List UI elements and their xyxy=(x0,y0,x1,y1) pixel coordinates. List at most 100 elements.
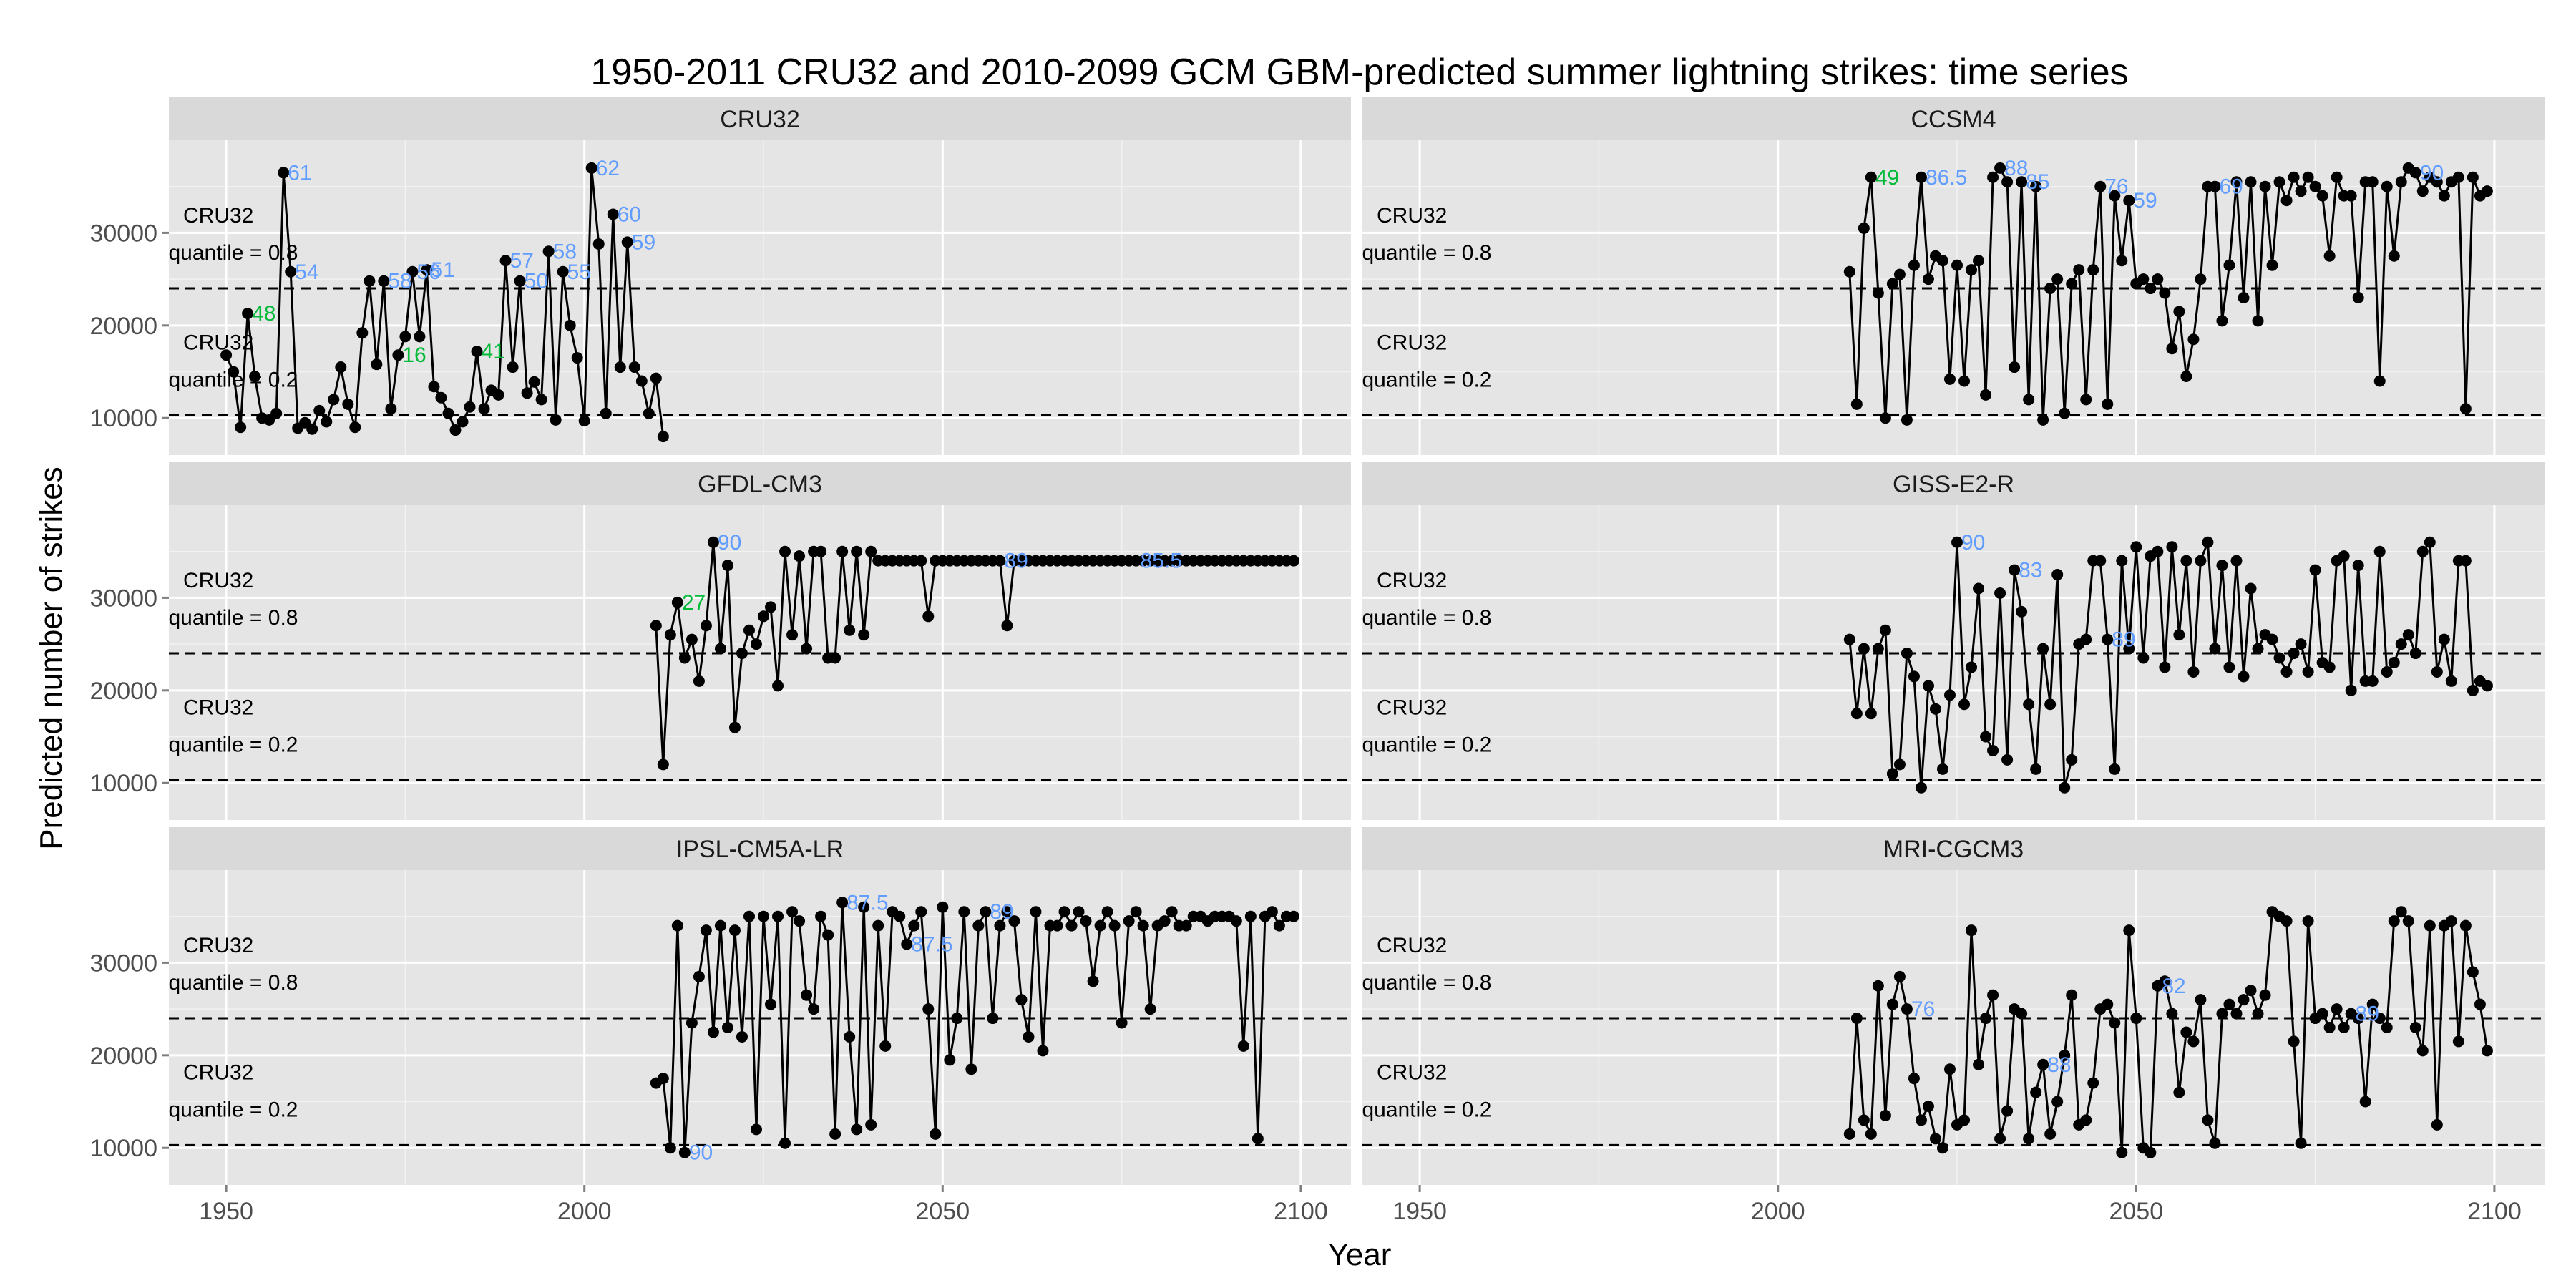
data-point xyxy=(1180,919,1192,932)
data-point-label: 51 xyxy=(431,258,454,282)
data-point xyxy=(1237,1040,1249,1052)
data-point xyxy=(514,275,526,287)
data-point xyxy=(385,403,397,415)
data-point xyxy=(1987,744,1999,756)
data-point-label: 16 xyxy=(402,343,426,367)
data-point xyxy=(592,238,605,250)
data-point xyxy=(1922,273,1934,286)
data-point xyxy=(2266,259,2278,271)
data-point xyxy=(2094,555,2107,567)
data-point xyxy=(2302,665,2314,678)
data-point xyxy=(1080,915,1092,927)
data-point xyxy=(693,675,705,687)
data-point xyxy=(686,633,698,645)
facet-strip xyxy=(1362,462,2545,505)
data-point xyxy=(1922,680,1934,692)
facet-panel: MRI-CGCM3 CRU32 quantile = 0.8 CRU32 quantil… xyxy=(1362,827,2545,1225)
data-point xyxy=(1065,919,1078,932)
data-point xyxy=(2295,638,2307,650)
data-point xyxy=(435,391,447,404)
data-point xyxy=(542,245,555,258)
data-point xyxy=(650,372,662,384)
data-point xyxy=(2195,273,2207,286)
data-point xyxy=(1936,255,1948,267)
data-point xyxy=(1908,259,1920,271)
data-point xyxy=(2187,665,2200,678)
reference-line-label: CRU32 xyxy=(183,1060,253,1084)
data-point xyxy=(1908,1073,1920,1085)
data-point xyxy=(901,938,913,950)
x-tick-label: 2100 xyxy=(1274,1198,1328,1225)
data-point xyxy=(1886,998,1898,1010)
facet-strip xyxy=(1362,97,2545,140)
data-point xyxy=(2395,176,2407,188)
data-point xyxy=(2373,375,2386,387)
data-point xyxy=(2230,1008,2243,1020)
data-point xyxy=(2388,657,2400,668)
data-point xyxy=(2102,998,2114,1010)
data-point xyxy=(2223,998,2235,1010)
data-point xyxy=(1872,980,1884,992)
facet-strip-label: CRU32 xyxy=(720,106,799,133)
data-point xyxy=(1980,1013,1992,1025)
facet-panel: GFDL-CM3 CRU32 quantile = 0.8 CRU32 quantile… xyxy=(89,462,1351,820)
data-point xyxy=(707,1026,719,1038)
data-point xyxy=(750,1123,762,1136)
data-point xyxy=(664,629,676,641)
data-point xyxy=(1850,398,1863,410)
data-point xyxy=(2051,1096,2064,1108)
data-point xyxy=(743,910,755,922)
facet-panel: GISS-E2-R CRU32 quantile = 0.8 CRU32 quantil… xyxy=(1362,462,2545,820)
data-point xyxy=(535,394,547,406)
data-point xyxy=(2338,550,2350,562)
data-point xyxy=(2273,176,2285,188)
data-point xyxy=(492,389,504,401)
data-point xyxy=(2445,675,2457,687)
data-point-label: 60 xyxy=(618,203,641,227)
data-point xyxy=(2123,195,2135,207)
data-point xyxy=(349,421,361,434)
data-point xyxy=(1943,373,1956,385)
facet-strip xyxy=(169,462,1351,505)
reference-line-quantile-label: quantile = 0.8 xyxy=(1362,606,1492,630)
data-point xyxy=(2173,1086,2185,1098)
plot-background xyxy=(1362,870,2545,1185)
data-point xyxy=(2030,763,2042,775)
data-point xyxy=(2323,250,2336,262)
data-point xyxy=(822,929,834,941)
data-point xyxy=(1879,1109,1891,1121)
data-point xyxy=(2001,176,2014,188)
reference-line-quantile-label: quantile = 0.2 xyxy=(169,733,298,756)
clipped-layer: CRU32 quantile = 0.8 CRU32 quantile = 0.2 49… xyxy=(1362,157,2545,426)
data-point xyxy=(2009,361,2021,374)
data-point xyxy=(2316,1008,2328,1020)
data-point xyxy=(464,401,476,413)
data-point xyxy=(2273,652,2285,664)
y-tick-label: 30000 xyxy=(89,585,157,612)
data-point xyxy=(693,970,705,982)
data-point xyxy=(2323,661,2336,673)
data-point xyxy=(779,545,791,557)
data-point xyxy=(2402,915,2414,927)
data-point-label: 58 xyxy=(388,270,411,293)
data-point xyxy=(965,1063,977,1075)
data-point xyxy=(1929,703,1941,715)
data-point xyxy=(635,375,648,387)
data-point xyxy=(1901,414,1913,426)
data-point xyxy=(521,387,533,399)
data-point xyxy=(2080,1114,2092,1126)
data-point xyxy=(922,610,935,623)
data-point xyxy=(958,906,970,918)
data-point xyxy=(1951,259,1963,271)
data-point xyxy=(2280,915,2293,927)
data-point xyxy=(2338,1022,2350,1033)
data-point-label: 89 xyxy=(2112,628,2135,652)
data-point xyxy=(1966,924,1978,937)
data-point xyxy=(980,906,992,918)
data-point xyxy=(2073,264,2085,276)
data-point xyxy=(2302,171,2314,183)
data-point xyxy=(707,536,719,548)
data-point xyxy=(1879,624,1891,636)
data-point xyxy=(801,643,813,655)
data-point xyxy=(2280,665,2293,678)
